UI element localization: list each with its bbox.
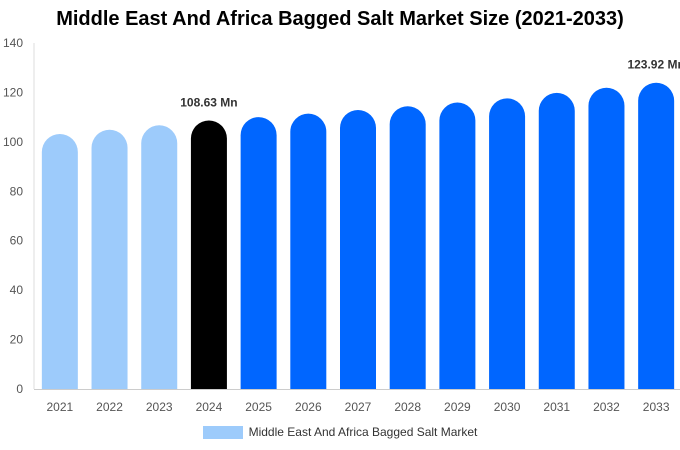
y-tick-label: 60 <box>10 234 24 248</box>
y-tick-label: 20 <box>10 333 24 347</box>
x-tick-label: 2032 <box>593 400 620 414</box>
bar-2021 <box>41 133 78 389</box>
x-tick-label: 2023 <box>146 400 173 414</box>
y-tick-label: 80 <box>10 184 24 198</box>
bar-2030 <box>489 98 526 389</box>
x-tick-label: 2024 <box>196 400 223 414</box>
bar-2024 <box>190 120 227 389</box>
bar-2027 <box>340 109 376 390</box>
x-tick-label: 2033 <box>643 400 670 414</box>
y-tick-label: 0 <box>16 382 23 396</box>
y-tick-label: 100 <box>3 135 23 149</box>
legend: Middle East And Africa Bagged Salt Marke… <box>0 425 680 439</box>
x-tick-label: 2028 <box>394 400 421 414</box>
legend-label: Middle East And Africa Bagged Salt Marke… <box>248 425 478 439</box>
y-tick-label: 120 <box>3 85 23 99</box>
x-tick-label: 2027 <box>345 400 372 414</box>
x-tick-label: 2021 <box>46 400 73 414</box>
x-tick-label: 2029 <box>444 400 471 414</box>
bar-2029 <box>439 102 476 389</box>
bar-2033 <box>638 82 675 389</box>
x-tick-label: 2031 <box>543 400 570 414</box>
bar-2031 <box>538 92 575 390</box>
x-tick-label: 2026 <box>295 400 322 414</box>
x-tick-label: 2022 <box>96 400 123 414</box>
bar-2023 <box>141 125 178 389</box>
x-tick-label: 2030 <box>494 400 521 414</box>
bar-2032 <box>588 87 625 390</box>
x-tick-label: 2025 <box>245 400 272 414</box>
chart-title: Middle East And Africa Bagged Salt Marke… <box>56 8 624 30</box>
data-label-2033: 123.92 Mn <box>627 58 680 72</box>
bar-2026 <box>290 113 327 389</box>
bar-2028 <box>389 106 426 390</box>
y-tick-label: 140 <box>3 36 23 50</box>
data-label-2024: 108.63 Mn <box>180 96 237 110</box>
legend-swatch <box>202 425 243 439</box>
y-tick-label: 40 <box>10 283 24 297</box>
bar-2022 <box>91 129 128 390</box>
bar-2025 <box>240 117 277 389</box>
